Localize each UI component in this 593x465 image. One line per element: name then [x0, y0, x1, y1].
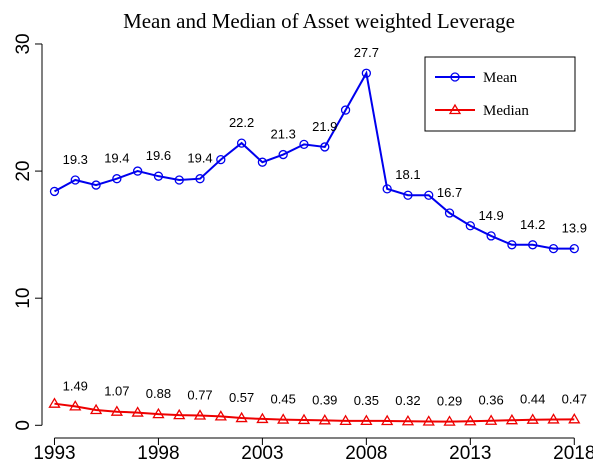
data-label: 13.9 [562, 221, 587, 236]
data-point [49, 186, 60, 197]
y-tick-label: 10 [13, 288, 34, 309]
data-label: 19.4 [187, 151, 212, 166]
data-label: 21.3 [271, 127, 296, 142]
data-point [340, 105, 351, 115]
data-point [152, 407, 165, 419]
data-label: 0.57 [229, 390, 254, 405]
y-tick-label: 20 [13, 161, 34, 182]
data-point [277, 413, 290, 424]
data-point [361, 68, 372, 78]
data-point [193, 409, 207, 420]
data-label: 16.7 [437, 185, 462, 200]
data-point [131, 406, 144, 417]
data-label: 0.47 [562, 391, 587, 406]
data-point [526, 413, 539, 424]
data-point [110, 405, 123, 416]
data-point [70, 175, 80, 185]
legend-label: Median [483, 103, 529, 119]
data-point [444, 208, 455, 218]
data-label: 19.6 [146, 148, 171, 163]
data-label: 0.45 [271, 392, 296, 407]
data-point [382, 184, 392, 194]
data-point [256, 412, 269, 424]
legend-box [424, 56, 576, 132]
data-label: 0.36 [478, 393, 503, 408]
data-label: 27.7 [354, 45, 379, 60]
data-label: 0.44 [520, 392, 545, 407]
data-point [486, 231, 496, 241]
data-point [547, 413, 560, 424]
data-point [507, 240, 517, 250]
data-point [318, 414, 331, 425]
data-label: 21.9 [312, 119, 337, 134]
x-tick-label: 2008 [345, 443, 387, 464]
data-point [403, 190, 413, 200]
data-point [257, 157, 268, 167]
data-point [89, 403, 103, 415]
x-tick-label: 2018 [553, 443, 593, 464]
data-point [422, 415, 435, 426]
data-label: 0.35 [354, 393, 379, 408]
data-label: 1.07 [104, 384, 129, 399]
data-point [174, 175, 184, 185]
data-label: 0.32 [395, 393, 420, 408]
x-tick-label: 1993 [33, 443, 75, 464]
data-point [299, 139, 309, 150]
data-label: 0.77 [187, 388, 212, 403]
data-point [528, 240, 538, 250]
legend-marker [450, 72, 460, 82]
data-point [235, 411, 248, 423]
data-point [464, 414, 477, 426]
data-point [568, 413, 581, 424]
data-point [569, 243, 579, 254]
data-point [48, 397, 61, 408]
x-tick-label: 2013 [449, 443, 491, 464]
data-point [548, 243, 559, 254]
data-point [195, 174, 205, 184]
legend-marker [448, 103, 462, 115]
x-tick-label: 2003 [241, 443, 283, 464]
data-point [216, 154, 226, 165]
legend-label: Mean [483, 70, 518, 86]
data-label: 1.49 [63, 378, 88, 393]
data-point [484, 414, 498, 425]
data-label: 18.1 [395, 167, 420, 182]
data-label: 14.9 [478, 208, 503, 223]
data-point [424, 190, 434, 200]
data-point [297, 413, 311, 425]
data-point [214, 410, 227, 421]
y-tick-label: 0 [13, 420, 34, 431]
data-label: 0.88 [146, 386, 171, 401]
data-label: 14.2 [520, 217, 545, 232]
data-point [465, 221, 475, 231]
data-point [505, 413, 519, 425]
data-point [360, 414, 373, 425]
data-point [401, 414, 415, 426]
y-tick-label: 30 [13, 33, 34, 54]
data-point [320, 142, 330, 152]
data-point [278, 149, 288, 160]
data-point [132, 166, 143, 176]
data-point [443, 415, 456, 426]
data-label: 0.29 [437, 394, 462, 409]
data-label: 19.4 [104, 151, 129, 166]
data-point [69, 400, 82, 411]
data-point [381, 414, 394, 426]
x-tick-label: 1998 [137, 443, 179, 464]
data-point [112, 174, 122, 184]
data-point [339, 414, 352, 425]
data-point [153, 171, 164, 181]
data-label: 22.2 [229, 115, 254, 130]
data-label: 0.39 [312, 392, 337, 407]
data-point [91, 180, 101, 190]
data-label: 19.3 [63, 152, 88, 167]
data-point [173, 408, 186, 420]
data-point [236, 138, 247, 148]
chart-title: Mean and Median of Asset weighted Levera… [123, 9, 515, 33]
